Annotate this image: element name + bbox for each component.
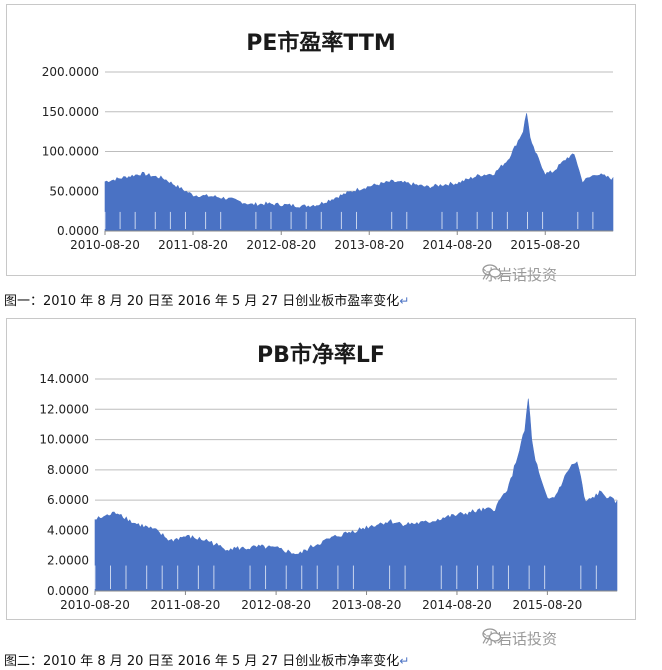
x-tick-label: 2014-08-20	[422, 598, 492, 612]
x-tick-label: 2010-08-20	[70, 238, 140, 252]
x-tick-label: 2010-08-20	[60, 598, 130, 612]
y-tick-label: 10.0000	[39, 433, 89, 447]
pe-chart-panel: PE市盈率TTM 0.0000 50.0000 100.0000 150.0000 20…	[6, 4, 636, 276]
series-area	[104, 113, 614, 232]
x-tick-label: 2014-08-20	[422, 238, 492, 252]
y-tick-label: 4.0000	[47, 523, 89, 537]
x-tick-label: 2013-08-20	[334, 238, 404, 252]
y-tick-label: 6.0000	[47, 493, 89, 507]
x-tick-label: 2012-08-20	[241, 598, 311, 612]
y-tick-label: 2.0000	[47, 554, 89, 568]
y-tick-label: 150.0000	[42, 105, 99, 119]
y-tick-label: 12.0000	[39, 402, 89, 416]
figure-caption-1: 图一：2010 年 8 月 20 日至 2016 年 5 月 27 日创业板市盈…	[4, 290, 409, 309]
wechat-icon	[482, 264, 502, 278]
x-tick-label: 2011-08-20	[151, 598, 221, 612]
paragraph-mark: ↵	[399, 654, 410, 668]
paragraph-mark: ↵	[399, 294, 410, 308]
y-tick-label: 14.0000	[39, 372, 89, 386]
y-tick-label: 200.0000	[42, 65, 99, 79]
pe-chart-title: PE市盈率TTM	[246, 31, 396, 56]
x-tick-label: 2013-08-20	[332, 598, 402, 612]
watermark-text: 冰岩话投资	[482, 630, 558, 648]
y-tick-label: 50.0000	[49, 184, 99, 198]
y-tick-label: 8.0000	[47, 463, 89, 477]
x-tick-label: 2012-08-20	[246, 238, 316, 252]
x-tick-label: 2015-08-20	[513, 598, 583, 612]
wechat-icon	[482, 628, 502, 642]
y-tick-label: 0.0000	[57, 224, 99, 238]
pb-chart-panel: PB市净率LF 0.0000 2.0000 4.0000 6.0000 8.0000 10…	[6, 318, 636, 620]
pb-chart-title: PB市净率LF	[257, 343, 385, 368]
y-tick-label: 100.0000	[42, 145, 99, 159]
pb-chart: 0.0000 2.0000 4.0000 6.0000 8.0000 10.0000 12.…	[39, 372, 618, 612]
caption-1-text: 图一：2010 年 8 月 20 日至 2016 年 5 月 27 日创业板市盈…	[4, 294, 400, 309]
figure-caption-2: 图二：2010 年 8 月 20 日至 2016 年 5 月 27 日创业板市净…	[4, 650, 409, 669]
x-tick-label: 2011-08-20	[158, 238, 228, 252]
watermark-text: 冰岩话投资	[482, 266, 558, 284]
series-area	[94, 398, 618, 592]
y-tick-label: 0.0000	[47, 584, 89, 598]
watermark-1: 冰岩话投资	[482, 264, 557, 285]
watermark-2: 冰岩话投资	[482, 628, 557, 649]
x-tick-label: 2015-08-20	[510, 238, 580, 252]
pe-chart: 0.0000 50.0000 100.0000 150.0000 200.0000 201…	[42, 65, 614, 252]
caption-2-text: 图二：2010 年 8 月 20 日至 2016 年 5 月 27 日创业板市净…	[4, 654, 400, 669]
